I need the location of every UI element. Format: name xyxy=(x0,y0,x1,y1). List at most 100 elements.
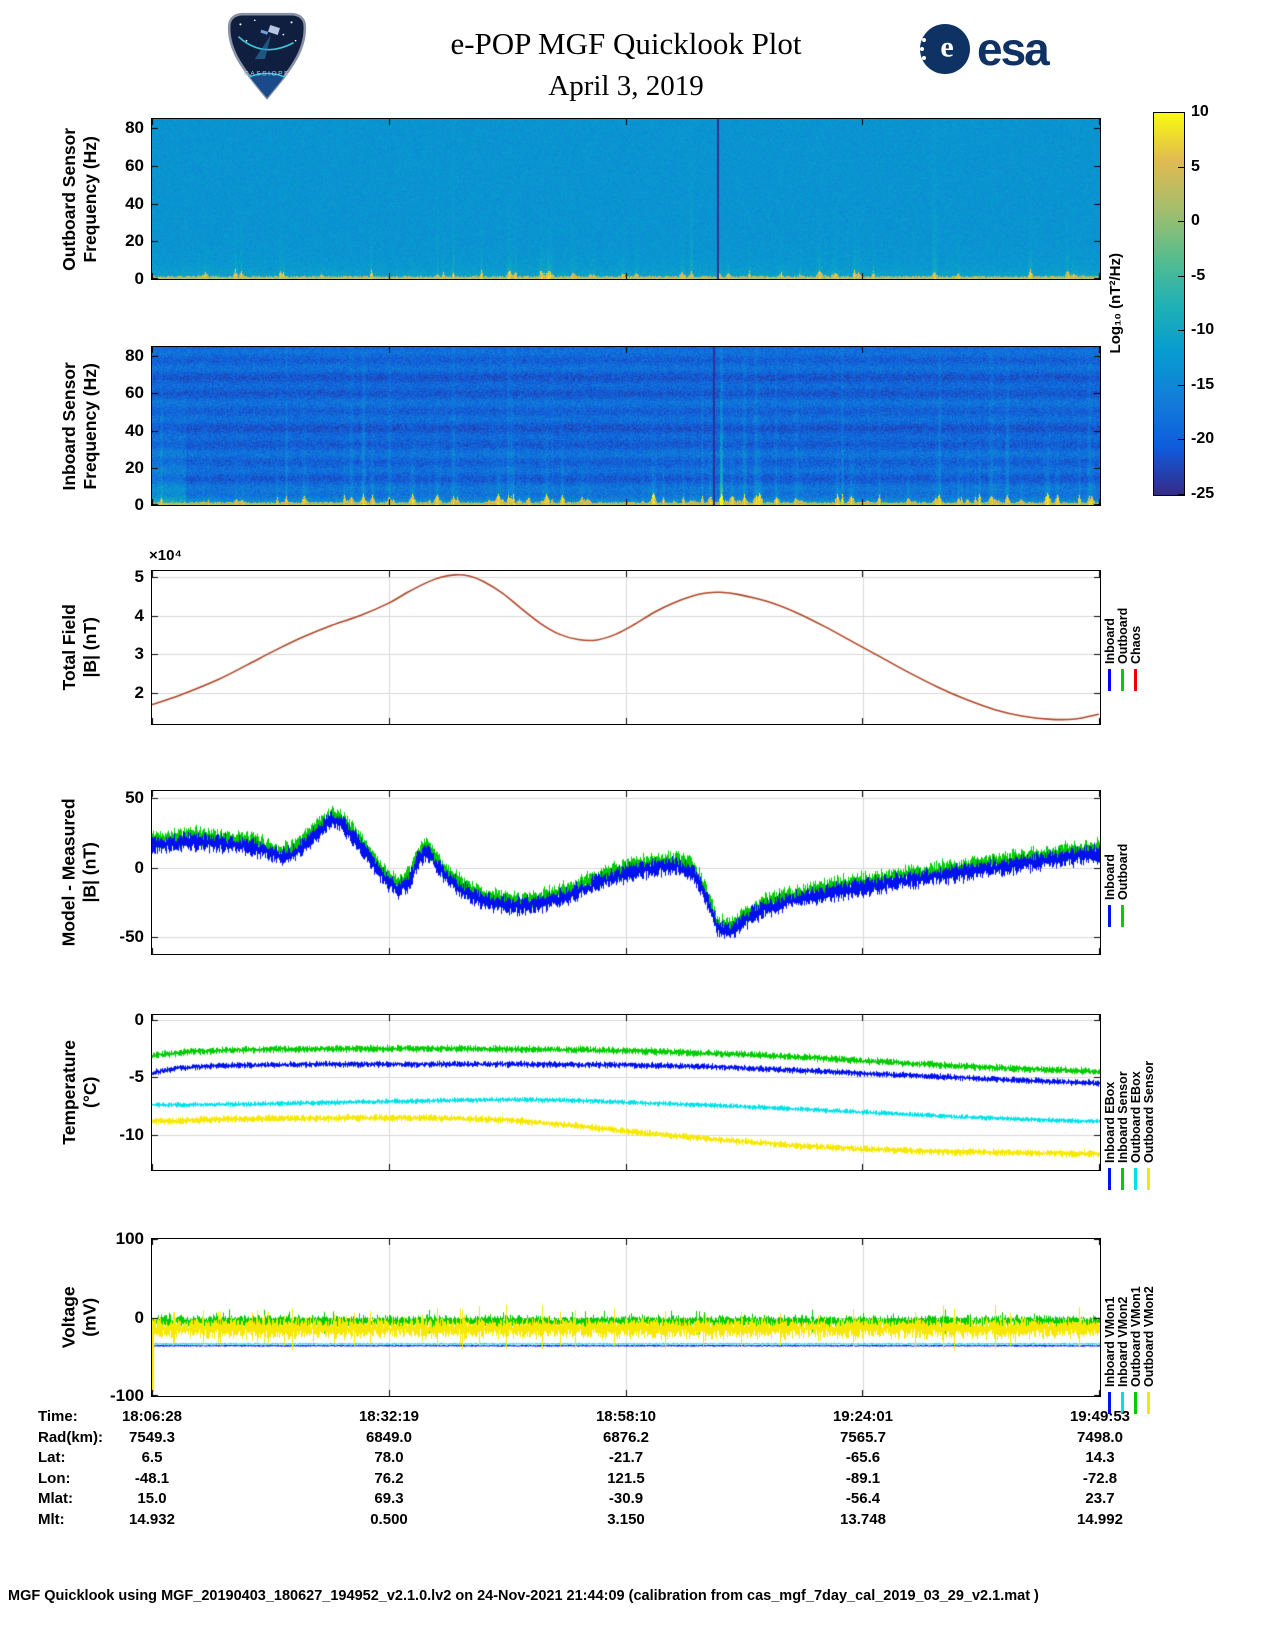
legend-line-sample xyxy=(1108,1168,1111,1190)
legend-line-sample xyxy=(1134,669,1137,691)
esa-logo: e esa xyxy=(920,22,1050,76)
y-tick-label: -5 xyxy=(128,1067,144,1087)
esa-emblem-letter: e xyxy=(940,30,954,64)
bottom-axis-value: 78.0 xyxy=(374,1449,404,1466)
legend-line-sample xyxy=(1134,1168,1137,1190)
temperature-canvas xyxy=(152,1015,1100,1170)
y-tick-label: 3 xyxy=(134,644,144,664)
colorbar-tick-label: -20 xyxy=(1191,430,1215,448)
bottom-axis-value: 7549.3 xyxy=(129,1429,175,1446)
y-tick-label: 5 xyxy=(134,566,144,586)
y-tick-label: 80 xyxy=(125,118,144,138)
bottom-axis-value: 18:58:10 xyxy=(595,1408,657,1425)
cassiope-patch-icon: CASSIOPE xyxy=(227,12,307,100)
y-tick-label: 20 xyxy=(125,231,144,251)
y-tick-label: 0 xyxy=(134,1009,144,1029)
temperature-plot xyxy=(151,1014,1101,1171)
legend-line-sample xyxy=(1121,1168,1124,1190)
colorbar-tick-mark xyxy=(1178,384,1184,386)
colorbar-tick-mark xyxy=(1178,166,1184,168)
esa-emblem-icon: e xyxy=(920,24,970,74)
colorbar-tick-mark xyxy=(1178,330,1184,332)
y-tick-label: 2 xyxy=(134,683,144,702)
y-tick-label: 60 xyxy=(125,156,144,176)
model-measured-canvas xyxy=(152,791,1100,954)
legend-entry-label: Chaos xyxy=(1129,625,1143,664)
bottom-axis-value: 14.3 xyxy=(1085,1449,1115,1466)
total-field-plot xyxy=(151,570,1101,725)
y-tick-label: 40 xyxy=(125,420,144,440)
y-tick-label: -50 xyxy=(119,927,144,947)
legend-entry-label: Outboard VMon2 xyxy=(1142,1286,1156,1387)
legend-entry-label: Inboard VMon2 xyxy=(1116,1296,1130,1387)
colorbar-tick-mark xyxy=(1178,494,1184,495)
colorbar-tick-mark xyxy=(1178,112,1184,113)
bottom-axis-value: 13.748 xyxy=(840,1511,886,1528)
bottom-axis-row-label: Mlt: xyxy=(38,1511,65,1528)
voltage-plot xyxy=(151,1238,1101,1397)
model-measured-plot xyxy=(151,790,1101,955)
bottom-axis-value: 23.7 xyxy=(1085,1490,1115,1507)
bottom-axis-value: 14.932 xyxy=(129,1511,175,1528)
bottom-axis-value: 7498.0 xyxy=(1077,1429,1123,1446)
y-tick-label: 60 xyxy=(125,383,144,403)
legend-entry-label: Outboard VMon1 xyxy=(1129,1286,1143,1387)
bottom-axis-value: -65.6 xyxy=(845,1449,881,1466)
bottom-axis-value: -72.8 xyxy=(1082,1470,1118,1487)
legend-line-sample xyxy=(1147,1168,1150,1190)
page-date: April 3, 2019 xyxy=(548,70,704,102)
legend-entry-label: Outboard xyxy=(1116,843,1130,900)
bottom-axis-row-label: Lon: xyxy=(38,1470,71,1487)
bottom-axis-value: -21.7 xyxy=(608,1449,644,1466)
page-title: e-POP MGF Quicklook Plot xyxy=(450,26,802,61)
legend-entry-label: Inboard xyxy=(1103,854,1117,900)
bottom-axis-value: 76.2 xyxy=(374,1470,404,1487)
bottom-axis-value: 19:24:01 xyxy=(832,1408,894,1425)
legend-entry-label: Outboard xyxy=(1116,607,1130,664)
legend-entry-label: Inboard xyxy=(1103,618,1117,664)
bottom-axis-value: 69.3 xyxy=(374,1490,404,1507)
y-tick-label: -10 xyxy=(119,1125,144,1145)
outboard-spectrogram-plot xyxy=(151,118,1101,280)
esa-wordmark: esa xyxy=(977,23,1050,75)
bottom-axis-value: -48.1 xyxy=(134,1470,170,1487)
y-tick-label: 0 xyxy=(134,1307,144,1327)
bottom-axis-value: 18:06:28 xyxy=(121,1408,183,1425)
bottom-axis-value: 15.0 xyxy=(137,1490,167,1507)
footer-text: MGF Quicklook using MGF_20190403_180627_… xyxy=(8,1588,1039,1604)
legend-entry-label: Inboard EBox xyxy=(1103,1081,1117,1163)
colorbar-tick-label: -5 xyxy=(1191,266,1206,284)
y-tick-label: 40 xyxy=(125,193,144,213)
cassiope-logo: CASSIOPE xyxy=(220,6,314,107)
bottom-axis-value: 7565.7 xyxy=(840,1429,886,1446)
voltage-canvas xyxy=(152,1239,1100,1396)
y-tick-label: 0 xyxy=(134,857,144,877)
colorbar-tick-label: -25 xyxy=(1191,485,1215,502)
colorbar-tick-label: 5 xyxy=(1191,157,1200,175)
bottom-axis-value: -89.1 xyxy=(845,1470,881,1487)
legend-entry-label: Inboard VMon1 xyxy=(1103,1296,1117,1387)
bottom-axis-value: -30.9 xyxy=(608,1490,644,1507)
legend-entry-label: Inboard Sensor xyxy=(1116,1071,1130,1163)
y-tick-label: 0 xyxy=(134,269,144,288)
total-field-scale-label: ×10⁴ xyxy=(149,547,182,564)
y-tick-label: 100 xyxy=(115,1229,144,1248)
legend-entry-label: Outboard Sensor xyxy=(1142,1060,1156,1163)
y-tick-label: 80 xyxy=(125,346,144,366)
colorbar-tick-label: 0 xyxy=(1191,212,1200,230)
total-field-canvas xyxy=(152,571,1100,724)
bottom-axis-row-label: Mlat: xyxy=(38,1490,73,1507)
bottom-axis-value: 6849.0 xyxy=(366,1429,412,1446)
legend-line-sample xyxy=(1121,669,1124,691)
bottom-axis-row-label: Time: xyxy=(38,1408,78,1425)
colorbar-tick-label: 10 xyxy=(1191,103,1209,120)
colorbar-tick-mark xyxy=(1178,221,1184,223)
y-tick-label: 4 xyxy=(134,605,144,625)
outboard-spectrogram-canvas xyxy=(152,119,1100,279)
colorbar xyxy=(1153,112,1185,496)
bottom-axis-value: 6.5 xyxy=(141,1449,163,1466)
legend-line-sample xyxy=(1134,1392,1137,1414)
colorbar-tick-label: -10 xyxy=(1191,321,1215,339)
